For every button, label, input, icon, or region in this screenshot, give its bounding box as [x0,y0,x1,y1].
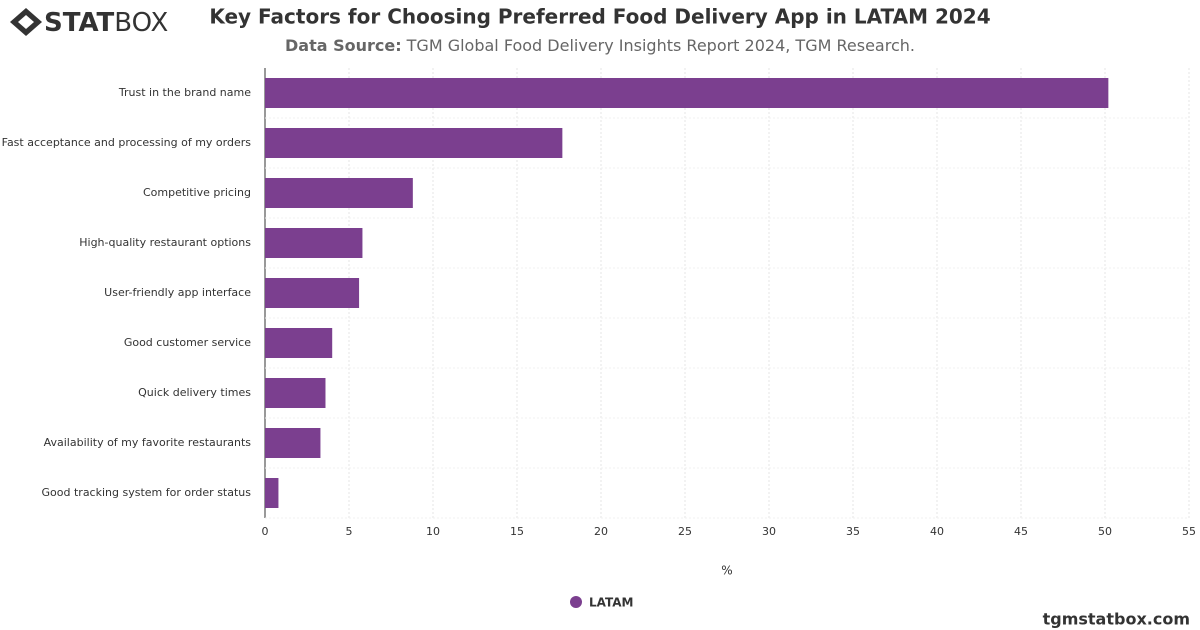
bar [265,428,321,458]
y-tick-label: Fast acceptance and processing of my ord… [2,136,252,149]
y-tick-label: High-quality restaurant options [79,236,251,249]
logo-text: STATBOX [44,8,168,38]
bar [265,278,360,308]
x-tick-label: 35 [846,525,860,538]
logo-icon-inner [18,15,34,29]
bar [265,478,279,508]
bar [265,328,333,358]
x-tick-label: 30 [762,525,776,538]
x-tick-label: 20 [594,525,608,538]
legend-marker [570,596,582,608]
x-tick-label: 10 [426,525,440,538]
x-tick-label: 15 [510,525,524,538]
bar [265,128,563,158]
x-tick-label: 0 [262,525,269,538]
bar [265,378,326,408]
chart-subtitle: Data Source: TGM Global Food Delivery Ins… [285,36,915,55]
logo: STATBOX [10,8,168,38]
x-tick-label: 40 [930,525,944,538]
footer: tgmstatbox.com [1043,610,1190,629]
y-tick-label: Quick delivery times [138,386,251,399]
logo-bold: STAT [44,8,115,38]
bar [265,78,1109,108]
x-tick-label: 55 [1182,525,1196,538]
y-tick-label: Trust in the brand name [118,86,251,99]
bar [265,228,363,258]
chart-title: Key Factors for Choosing Preferred Food … [209,5,990,29]
bar [265,178,413,208]
x-axis-label: % [721,564,732,578]
y-tick-label: Competitive pricing [143,186,251,199]
source-label: Data Source: [285,36,402,55]
x-tick-label: 50 [1098,525,1112,538]
y-tick-label: Availability of my favorite restaurants [44,436,252,449]
y-tick-label: Good tracking system for order status [42,486,252,499]
x-tick-label: 5 [346,525,353,538]
y-tick-label: Good customer service [124,336,251,349]
source: TGM Global Food Delivery Insights Report… [406,36,915,55]
x-tick-label: 45 [1014,525,1028,538]
logo-light: BOX [114,8,168,38]
legend-label[interactable]: LATAM [589,596,633,610]
y-tick-label: User-friendly app interface [104,286,251,299]
x-tick-label: 25 [678,525,692,538]
